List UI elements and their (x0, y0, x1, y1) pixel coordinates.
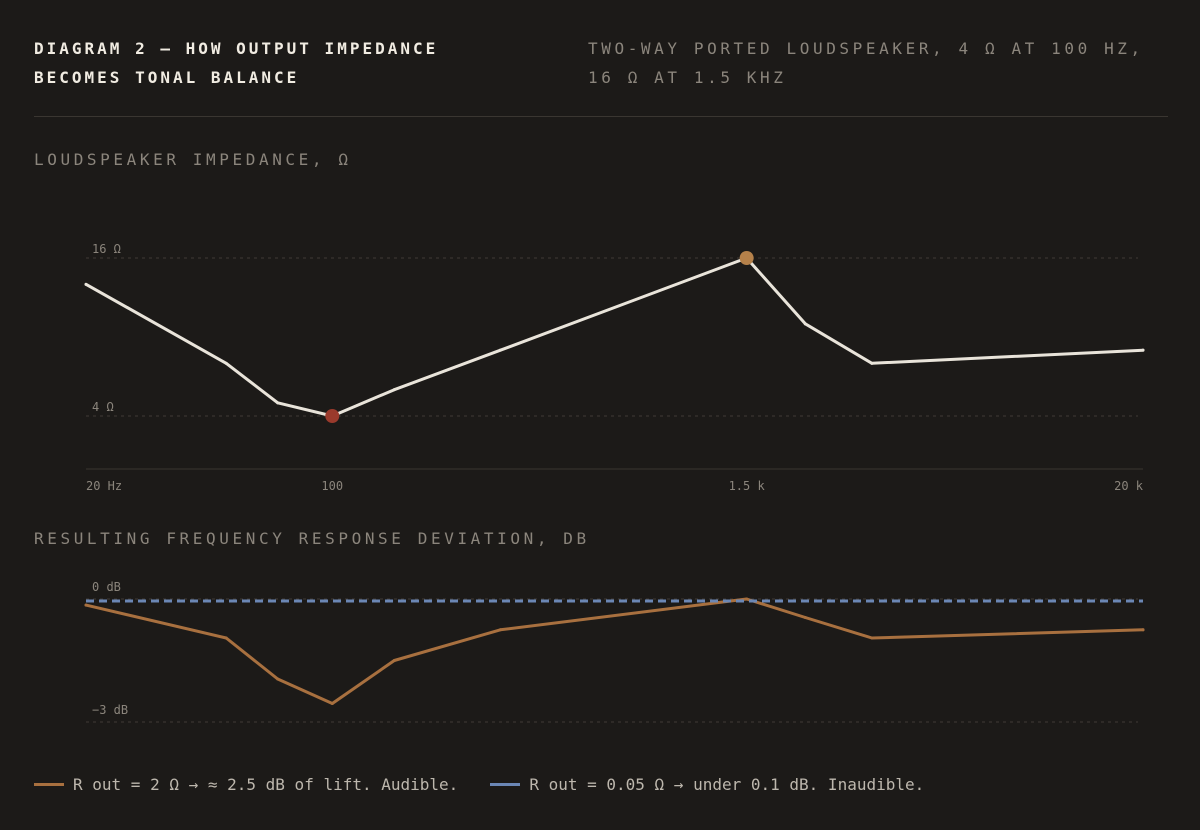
deviation-high-rout-point (498, 628, 502, 632)
deviation-high-rout-point (224, 636, 228, 640)
legend-label-low-rout: R out = 0.05 Ω → under 0.1 dB. Inaudible… (529, 774, 925, 794)
x-tick-label: 20 Hz (86, 479, 122, 493)
deviation-high-rout-point (870, 636, 874, 640)
impedance-data-point (224, 361, 228, 365)
diagram-subtitle: TWO-WAY PORTED LOUDSPEAKER, 4 Ω AT 100 H… (588, 39, 1144, 87)
x-tick-label: 1.5 k (729, 479, 766, 493)
legend-label-high-rout: R out = 2 Ω → ≈ 2.5 dB of lift. Audible. (73, 774, 459, 794)
x-tick-label: 100 (321, 479, 343, 493)
impedance-data-point (1141, 348, 1145, 352)
deviation-high-rout-point (392, 659, 396, 662)
impedance-data-point (276, 401, 280, 405)
impedance-data-point (870, 361, 874, 365)
deviation-high-rout-point (84, 603, 88, 607)
legend-item-low-rout: R out = 0.05 Ω → under 0.1 dB. Inaudible… (490, 775, 924, 794)
impedance-data-point (84, 282, 88, 286)
deviation-high-rout-point (276, 677, 280, 681)
impedance-data-point (803, 322, 807, 326)
deviation-series-high-rout (84, 597, 1145, 705)
deviation-high-rout-point (1141, 628, 1145, 632)
legend: R out = 2 Ω → ≈ 2.5 dB of lift. Audible.… (34, 772, 956, 796)
impedance-data-point (498, 348, 502, 352)
x-tick-label: 20 k (1114, 479, 1144, 493)
legend-swatch-low-rout (490, 782, 521, 786)
impedance-y-tick-label: 16 Ω (92, 242, 121, 256)
impedance-maximum-marker (739, 251, 754, 265)
deviation-y-tick-label: 0 dB (92, 580, 121, 594)
deviation-high-rout-point (745, 597, 749, 601)
legend-swatch-high-rout (34, 782, 64, 786)
impedance-chart-title: LOUDSPEAKER IMPEDANCE, Ω (34, 150, 352, 169)
chart-header: DIAGRAM 2 — HOW OUTPUT IMPEDANCE BECOMES… (34, 34, 1168, 117)
deviation-high-rout-point (803, 615, 807, 619)
deviation-high-rout-point (330, 702, 334, 706)
legend-item-high-rout: R out = 2 Ω → ≈ 2.5 dB of lift. Audible. (34, 775, 458, 794)
deviation-y-tick-label: −3 dB (92, 703, 128, 717)
deviation-chart-title: RESULTING FREQUENCY RESPONSE DEVIATION, … (34, 529, 590, 548)
impedance-data-point (392, 388, 396, 392)
impedance-minimum-marker (325, 409, 340, 423)
diagram-title: DIAGRAM 2 — HOW OUTPUT IMPEDANCE BECOMES… (34, 39, 439, 87)
impedance-series-line (84, 256, 1145, 418)
impedance-y-tick-label: 4 Ω (92, 400, 114, 414)
